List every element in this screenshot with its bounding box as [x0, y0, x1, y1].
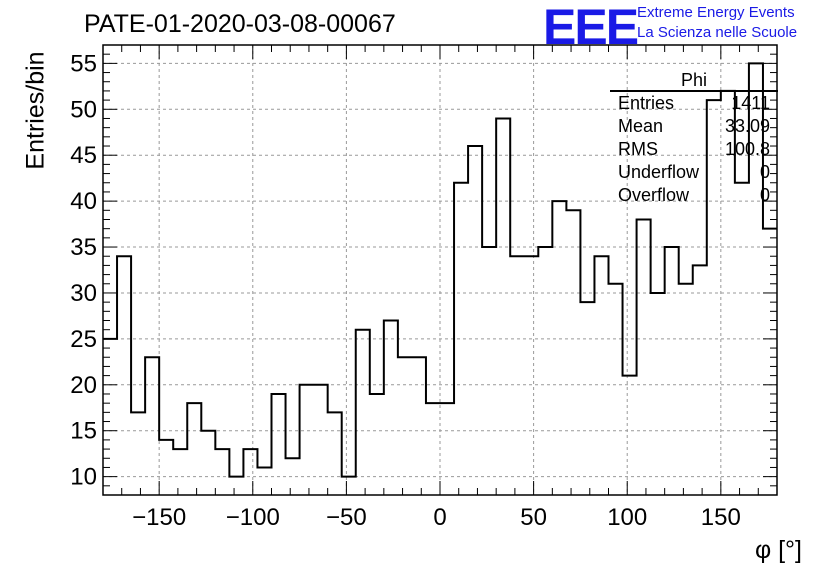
x-tick-label: 0 [433, 504, 446, 531]
y-tick-label: 50 [70, 96, 97, 123]
stats-row-underflow: Underflow 0 [610, 161, 778, 184]
x-tick-label: −50 [326, 504, 367, 531]
eee-logo: EEE [543, 0, 639, 55]
y-tick-label: 45 [70, 142, 97, 169]
stats-value: 33.09 [724, 116, 770, 136]
stats-box: Phi Entries 1411 Mean 33.09 RMS 100.8 Under… [610, 70, 778, 207]
x-tick-label: 150 [701, 504, 741, 531]
y-tick-label: 35 [70, 234, 97, 261]
stats-value: 100.8 [724, 139, 770, 159]
chart-title: PATE-01-2020-03-08-00067 [84, 10, 396, 38]
x-tick-label: 100 [607, 504, 647, 531]
x-tick-label: −100 [226, 504, 280, 531]
stats-row-overflow: Overflow 0 [610, 184, 778, 207]
stats-row-mean: Mean 33.09 [610, 115, 778, 138]
x-axis-label: φ [°] [754, 536, 802, 564]
x-tick-label: −150 [132, 504, 186, 531]
stats-key: Underflow [618, 162, 700, 182]
stats-value: 0 [759, 162, 770, 182]
logo-line-1: Extreme Energy Events [637, 4, 795, 21]
x-tick-label: 50 [520, 504, 547, 531]
y-tick-label: 30 [70, 280, 97, 307]
y-axis-label: Entries/bin [21, 51, 50, 170]
y-tick-label: 55 [70, 50, 97, 77]
y-tick-label: 40 [70, 188, 97, 215]
stats-title: Phi [610, 70, 778, 92]
y-tick-label: 10 [70, 464, 97, 491]
stats-key: Mean [618, 116, 664, 136]
logo-line-2: La Scienza nelle Scuole [637, 24, 798, 41]
stats-value: 1411 [731, 93, 770, 113]
stats-key: Entries [618, 93, 675, 113]
stats-value: 0 [759, 185, 770, 205]
stats-row-rms: RMS 100.8 [610, 138, 778, 161]
stats-row-entries: Entries 1411 [610, 92, 778, 115]
y-tick-label: 20 [70, 372, 97, 399]
histogram-line [103, 62, 777, 478]
y-tick-label: 25 [70, 326, 97, 353]
y-tick-label: 15 [70, 418, 97, 445]
stats-key: Overflow [618, 185, 690, 205]
stats-key: RMS [618, 139, 658, 159]
